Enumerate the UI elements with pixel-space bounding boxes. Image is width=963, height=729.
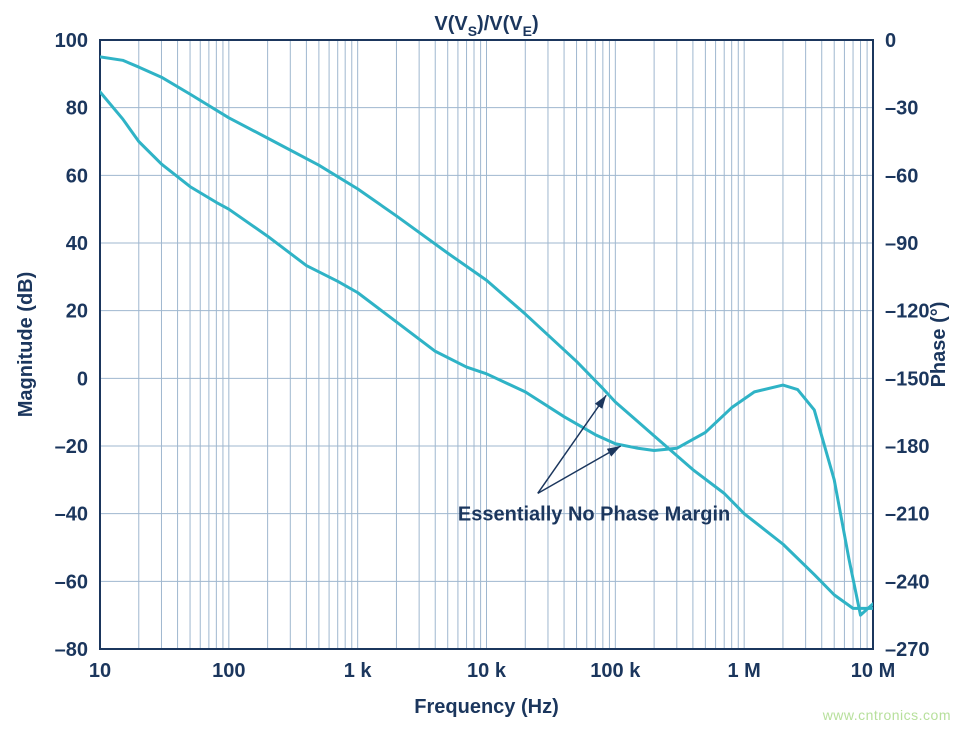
- svg-text:–210: –210: [885, 504, 930, 526]
- svg-text:20: 20: [66, 301, 88, 323]
- svg-text:10: 10: [89, 660, 111, 682]
- svg-text:40: 40: [66, 233, 88, 255]
- svg-text:–30: –30: [885, 98, 918, 120]
- svg-text:100: 100: [212, 660, 245, 682]
- svg-text:–150: –150: [885, 368, 930, 390]
- svg-text:–20: –20: [55, 436, 88, 458]
- svg-text:0: 0: [77, 368, 88, 390]
- y-right-axis-label: Phase (°): [928, 302, 950, 388]
- svg-text:–60: –60: [885, 165, 918, 187]
- svg-text:0: 0: [885, 30, 896, 52]
- svg-text:–270: –270: [885, 639, 930, 661]
- svg-text:100: 100: [55, 30, 88, 52]
- annotation-label: Essentially No Phase Margin: [458, 503, 730, 525]
- bode-plot: 10 100 1 k 10 k 100 k 1 M 10 M Frequency (Hz) –8…: [0, 0, 963, 729]
- svg-text:–40: –40: [55, 504, 88, 526]
- y-left-axis-label: Magnitude (dB): [15, 272, 37, 418]
- svg-text:10 M: 10 M: [851, 660, 895, 682]
- svg-text:1 k: 1 k: [344, 660, 373, 682]
- svg-text:1 M: 1 M: [727, 660, 760, 682]
- svg-text:–240: –240: [885, 571, 930, 593]
- x-axis-label: Frequency (Hz): [414, 696, 558, 718]
- svg-text:–120: –120: [885, 301, 930, 323]
- svg-text:–90: –90: [885, 233, 918, 255]
- svg-text:100 k: 100 k: [590, 660, 641, 682]
- svg-text:80: 80: [66, 98, 88, 120]
- chart-container: 10 100 1 k 10 k 100 k 1 M 10 M Frequency (Hz) –8…: [0, 0, 963, 729]
- svg-text:–80: –80: [55, 639, 88, 661]
- svg-text:60: 60: [66, 165, 88, 187]
- svg-text:10 k: 10 k: [467, 660, 507, 682]
- svg-text:–180: –180: [885, 436, 930, 458]
- svg-text:–60: –60: [55, 571, 88, 593]
- watermark-text: www.cntronics.com: [823, 707, 951, 723]
